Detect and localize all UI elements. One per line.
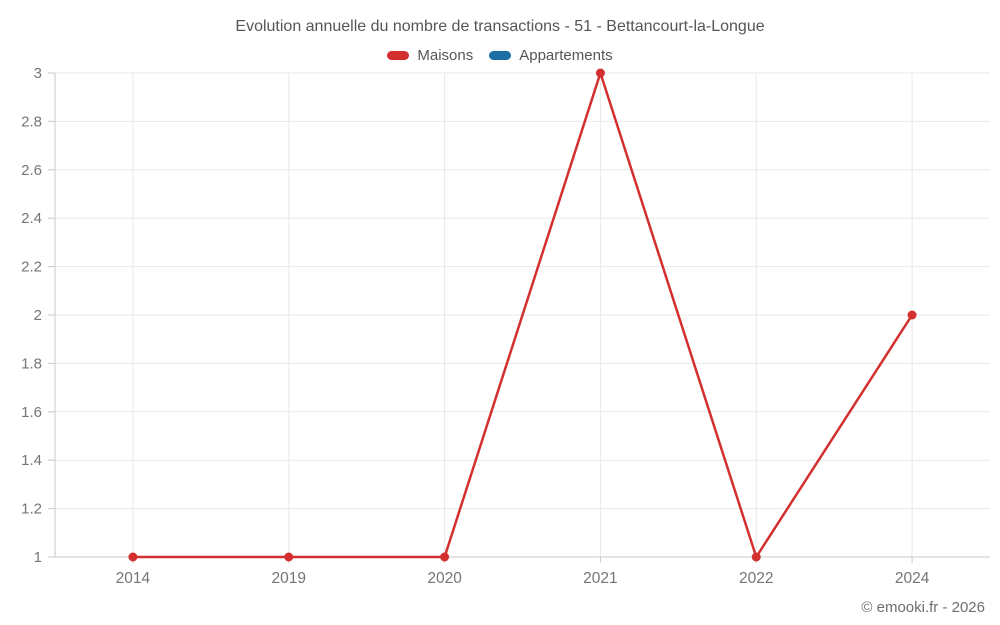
y-tick-label: 2.2 <box>21 259 42 276</box>
x-tick-label: 2020 <box>427 570 462 587</box>
data-point-maisons-2024[interactable] <box>907 310 917 320</box>
x-tick-label: 2024 <box>895 570 930 587</box>
data-point-maisons-2022[interactable] <box>751 552 761 562</box>
x-tick-label: 2019 <box>272 570 306 587</box>
y-tick-label: 1.4 <box>21 452 42 469</box>
chart-title: Evolution annuelle du nombre de transact… <box>235 18 765 35</box>
y-tick-label: 2 <box>34 307 42 324</box>
y-tick-label: 2.8 <box>21 113 42 130</box>
data-point-maisons-2019[interactable] <box>284 552 294 562</box>
legend-label-maisons: Maisons <box>417 47 474 64</box>
y-tick-label: 2.4 <box>21 210 42 227</box>
y-tick-label: 3 <box>34 65 42 82</box>
legend-swatch-appartements-icon <box>489 51 512 60</box>
y-tick-label: 1.6 <box>21 404 42 421</box>
y-tick-label: 1.8 <box>21 355 42 372</box>
legend-swatch-maisons-icon <box>387 51 410 60</box>
copyright-credit: © emooki.fr - 2026 <box>861 599 985 616</box>
series-line-maisons <box>131 71 914 559</box>
data-point-maisons-2021[interactable] <box>595 68 605 78</box>
legend: Maisons Appartements <box>0 47 1000 64</box>
legend-label-appartements: Appartements <box>519 47 613 64</box>
x-tick-label: 2022 <box>739 570 773 587</box>
y-tick-label: 2.6 <box>21 162 42 179</box>
x-tick-label: 2014 <box>116 570 151 587</box>
y-tick-label: 1 <box>34 549 42 566</box>
data-point-maisons-2020[interactable] <box>440 552 450 562</box>
data-point-maisons-2014[interactable] <box>128 552 138 562</box>
y-tick-label: 1.2 <box>21 501 42 518</box>
legend-item-appartements[interactable]: Appartements <box>489 47 613 64</box>
legend-item-maisons[interactable]: Maisons <box>387 47 473 64</box>
x-tick-label: 2021 <box>583 570 617 587</box>
